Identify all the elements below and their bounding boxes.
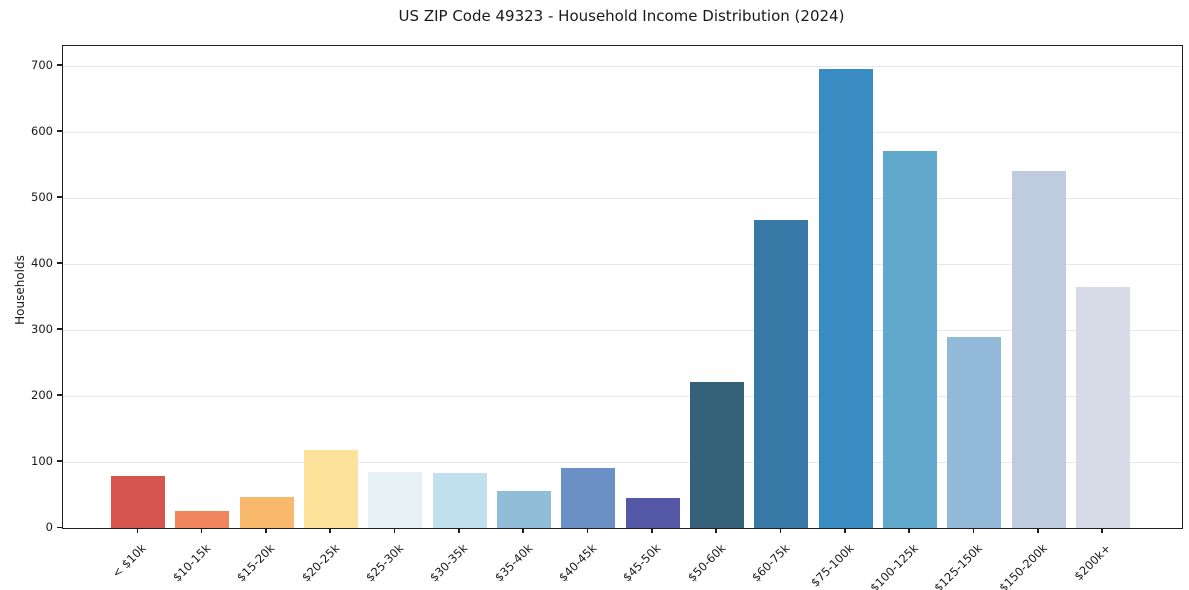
x-tick-15 <box>1101 528 1103 533</box>
plot-area <box>62 45 1183 529</box>
bar-125-150k <box>947 336 1002 528</box>
x-tick-9 <box>715 528 717 533</box>
bar-100-125k <box>882 150 937 528</box>
x-tick-1 <box>200 528 203 533</box>
y-tick-label-200: 200 <box>31 387 53 402</box>
bar-150-200k <box>1011 171 1066 528</box>
gridline-600 <box>63 131 1182 133</box>
bar-50-60k <box>689 382 744 528</box>
bar-15-20k <box>239 496 294 528</box>
y-tick-0 <box>57 526 62 528</box>
y-tick-600 <box>57 130 62 132</box>
bar-30-35k <box>432 472 487 528</box>
y-tick-label-600: 600 <box>31 123 53 138</box>
x-tick-10 <box>779 528 782 533</box>
y-tick-label-500: 500 <box>31 189 53 204</box>
gridline-100 <box>63 461 1182 463</box>
y-tick-200 <box>57 394 62 396</box>
bar-60-75k <box>754 219 809 528</box>
bar-40-45k <box>561 467 616 528</box>
gridline-400 <box>63 263 1182 265</box>
x-tick-2 <box>265 528 267 533</box>
x-tick-14 <box>1037 528 1039 533</box>
x-tick-13 <box>972 528 975 533</box>
y-tick-400 <box>57 262 62 264</box>
y-tick-300 <box>57 328 62 330</box>
chart-title: US ZIP Code 49323 - Household Income Dis… <box>398 7 845 25</box>
x-tick-11 <box>844 528 846 533</box>
x-tick-6 <box>522 528 524 533</box>
bar-35-40k <box>496 491 551 528</box>
x-tick-4 <box>393 528 396 533</box>
bar-20-25k <box>303 450 358 528</box>
x-tick-3 <box>329 528 331 533</box>
gridline-300 <box>63 329 1182 331</box>
y-tick-500 <box>57 196 62 198</box>
gridline-700 <box>63 65 1182 67</box>
bar-45-50k <box>625 498 680 528</box>
bar-10-15k <box>175 510 230 528</box>
y-tick-label-700: 700 <box>31 57 53 72</box>
bar-25-30k <box>368 471 423 528</box>
y-tick-700 <box>57 64 62 66</box>
bar-10k <box>111 476 165 528</box>
bar-75-100k <box>818 69 873 528</box>
x-tick-12 <box>908 528 910 533</box>
gridline-200 <box>63 395 1182 397</box>
x-tick-5 <box>458 528 460 533</box>
x-tick-label-text: $200k+ <box>1071 541 1114 584</box>
x-tick-0 <box>136 528 138 533</box>
bar-200k <box>1075 287 1130 528</box>
y-tick-label-300: 300 <box>31 321 53 336</box>
y-tick-label-100: 100 <box>31 453 53 468</box>
x-tick-7 <box>586 528 589 533</box>
gridline-500 <box>63 197 1182 199</box>
y-tick-label-0: 0 <box>45 520 53 534</box>
y-tick-label-400: 400 <box>31 255 53 270</box>
y-tick-100 <box>57 460 62 462</box>
x-tick-8 <box>651 528 653 533</box>
x-tick-label-15: $200k+ <box>954 537 1114 583</box>
